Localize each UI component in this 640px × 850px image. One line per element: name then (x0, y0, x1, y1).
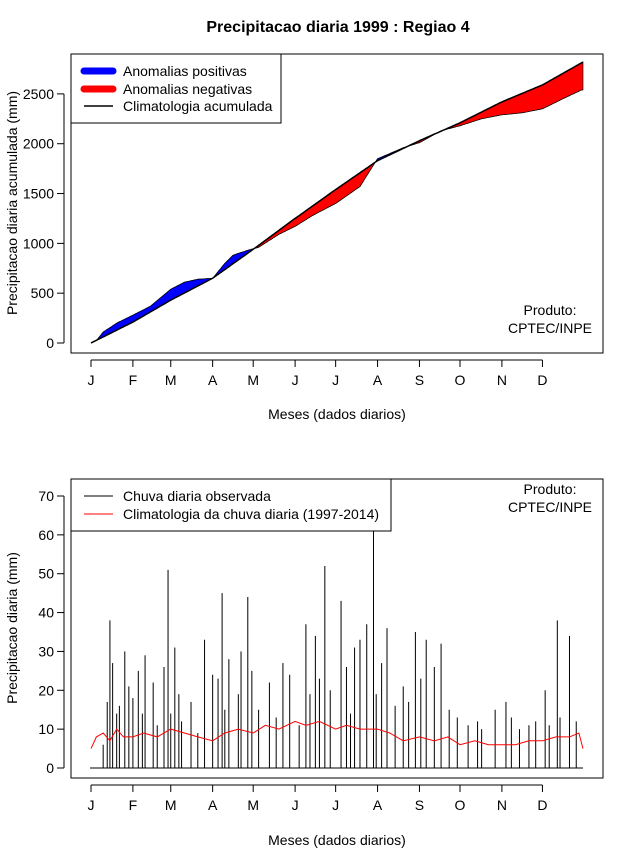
x-tick-label: F (129, 797, 138, 813)
credit-line-2: CPTEC/INPE (508, 320, 592, 336)
x-tick-label: A (373, 372, 383, 388)
y-tick-label: 50 (38, 566, 54, 582)
y-tick-label: 2000 (23, 136, 54, 152)
legend-2: Chuva diaria observada Climatologia da c… (70, 478, 392, 532)
legend-label-negative: Anomalias negativas (123, 81, 252, 97)
legend-label-observed: Chuva diaria observada (123, 488, 271, 504)
credit-line-2-b: CPTEC/INPE (508, 499, 592, 515)
y-tick-label: 30 (38, 643, 54, 659)
legend-box-2 (70, 478, 392, 532)
x-tick-label: O (455, 372, 466, 388)
y-tick-label: 40 (38, 605, 54, 621)
daily-climatology-line (90, 720, 584, 749)
y-tick-label: 2500 (23, 86, 54, 102)
y-tick-label: 70 (38, 488, 54, 504)
legend-label-daily-climatology: Climatologia da chuva diaria (1997-2014) (123, 506, 379, 522)
credit-line-1: Produto: (524, 302, 577, 318)
x-tick-label: J (88, 372, 95, 388)
x-axis-label-2: Meses (dados diarios) (268, 832, 406, 848)
x-tick-label: A (208, 372, 218, 388)
credit-line-1-b: Produto: (524, 481, 577, 497)
y-tick-label: 20 (38, 682, 54, 698)
x-tick-label: S (415, 372, 424, 388)
x-tick-label: J (332, 372, 339, 388)
y-tick-label: 500 (31, 285, 55, 301)
x-tick-label: M (165, 797, 177, 813)
x-tick-label: A (373, 797, 383, 813)
y-tick-label: 0 (46, 335, 54, 351)
x-tick-label: D (537, 797, 547, 813)
y-axis-label-2: Precipitacao diaria (mm) (4, 552, 20, 704)
y-axis-label: Precipitacao diaria acumulada (mm) (4, 91, 20, 315)
legend: Anomalias positivas Anomalias negativas … (70, 53, 282, 124)
x-tick-label: J (292, 372, 299, 388)
cumulative-chart: Precipitacao diaria 1999 : Regiao 4 J F M A… (4, 19, 604, 422)
y-tick-label: 60 (38, 527, 54, 543)
legend-label-positive: Anomalias positivas (123, 63, 247, 79)
y-axis: 0 500 1000 1500 2000 2500 (23, 86, 65, 351)
x-tick-label: F (129, 372, 138, 388)
y-tick-label: 0 (46, 760, 54, 776)
x-tick-label: M (247, 797, 259, 813)
x-tick-label: A (208, 797, 218, 813)
y-axis-2: 0 10 20 30 40 50 60 70 (38, 488, 65, 776)
x-tick-label: J (292, 797, 299, 813)
positive-anomaly-area (97, 247, 255, 341)
observed-accumulated-line (90, 89, 583, 344)
x-tick-label: S (415, 797, 424, 813)
x-tick-label: J (332, 797, 339, 813)
x-axis-label: Meses (dados diarios) (268, 406, 406, 422)
y-tick-label: 1500 (23, 186, 54, 202)
plot-frame (70, 53, 604, 354)
daily-chart: J F M A M J J A S O N D 0 10 20 30 40 50 60 70 Meses (dado… (4, 478, 604, 848)
x-tick-label: N (497, 797, 507, 813)
x-tick-label: M (247, 372, 259, 388)
x-tick-label: N (497, 372, 507, 388)
x-tick-label: D (537, 372, 547, 388)
chart-title: Precipitacao diaria 1999 : Regiao 4 (206, 19, 469, 36)
legend-label-climatology: Climatologia acumulada (123, 98, 273, 114)
x-tick-label: O (455, 797, 466, 813)
y-tick-label: 10 (38, 721, 54, 737)
climatology-accumulated-line (90, 61, 584, 344)
x-tick-label: M (165, 372, 177, 388)
y-tick-label: 1000 (23, 235, 54, 251)
x-tick-label: J (88, 797, 95, 813)
